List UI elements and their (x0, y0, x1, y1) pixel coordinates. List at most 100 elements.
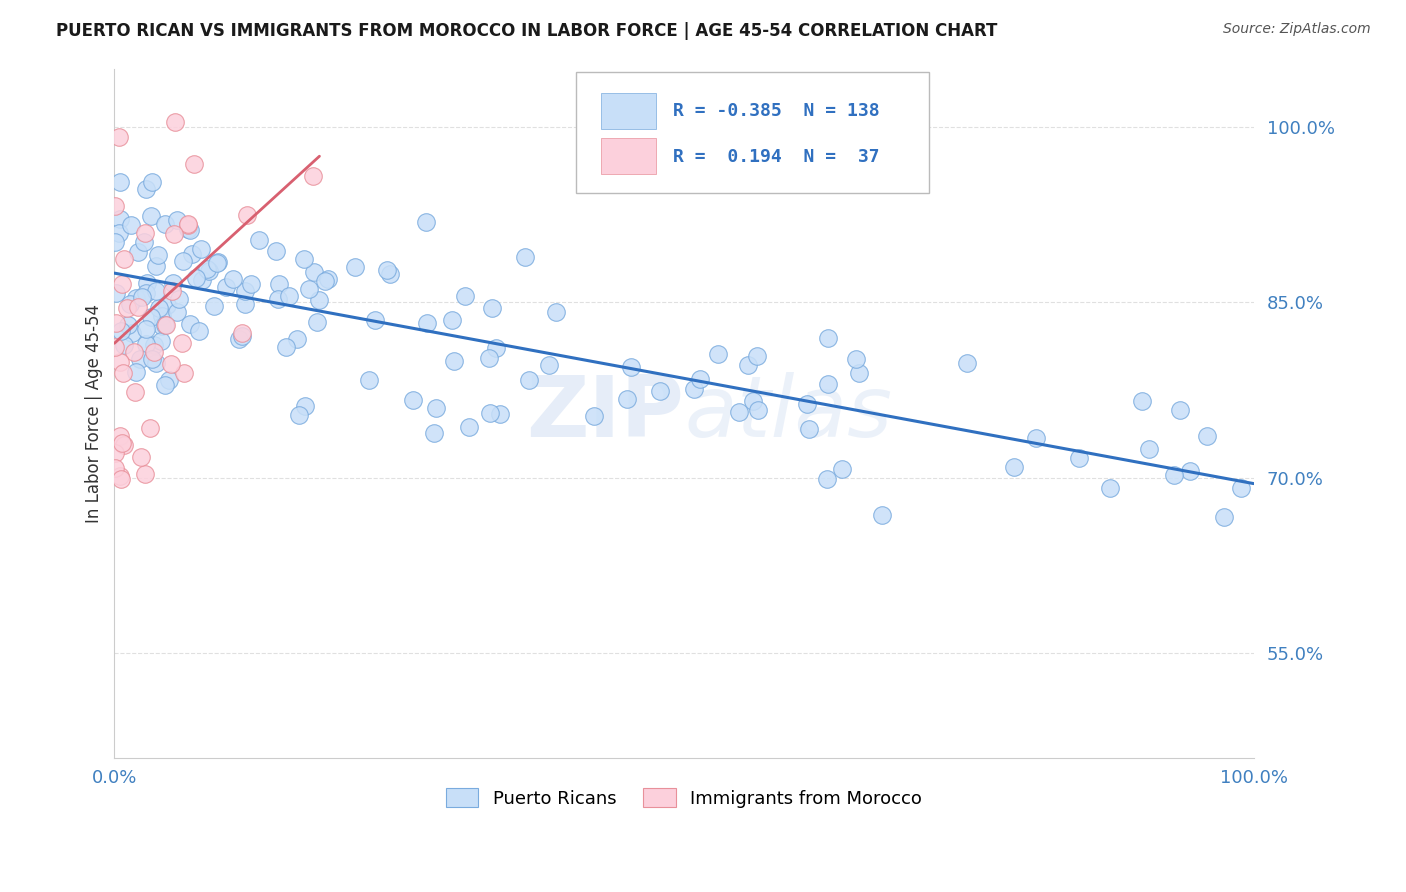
Point (139, 210, 162, 224)
Point (205, 255, 228, 269)
Point (247, 233, 270, 247)
Point (845, 351, 868, 366)
Point (183, 157, 205, 171)
Point (187, 325, 209, 339)
Point (956, 356, 979, 370)
Point (121, 326, 143, 340)
Point (139, 310, 162, 324)
Point (1025, 431, 1047, 445)
Text: R =  0.194  N =  37: R = 0.194 N = 37 (672, 148, 879, 166)
Point (235, 284, 257, 298)
Point (142, 338, 165, 352)
Point (108, 211, 131, 226)
Point (815, 471, 838, 485)
Point (294, 399, 316, 413)
Point (179, 223, 201, 237)
Point (104, 340, 127, 354)
Point (240, 277, 263, 291)
Point (454, 289, 477, 303)
Point (165, 115, 187, 129)
Point (276, 340, 298, 354)
Point (111, 277, 134, 292)
Point (288, 409, 311, 423)
Point (129, 351, 152, 366)
Point (267, 292, 290, 306)
Point (1163, 467, 1185, 482)
Point (166, 213, 188, 227)
Point (1098, 481, 1121, 495)
Point (517, 373, 540, 387)
Point (153, 217, 176, 231)
Point (135, 286, 157, 301)
Text: ZIP: ZIP (526, 372, 683, 455)
Point (797, 422, 820, 436)
Point (141, 351, 163, 366)
Point (156, 298, 179, 312)
FancyBboxPatch shape (600, 138, 655, 174)
Point (145, 356, 167, 370)
Point (1180, 464, 1202, 478)
Point (135, 182, 157, 196)
Point (292, 252, 315, 266)
Point (110, 472, 132, 486)
Point (110, 468, 132, 483)
Point (112, 438, 135, 452)
Point (148, 301, 170, 316)
Point (163, 227, 186, 242)
Point (125, 365, 148, 379)
Point (285, 332, 308, 346)
Point (181, 247, 204, 261)
Text: R = -0.385  N = 138: R = -0.385 N = 138 (672, 102, 879, 120)
Point (267, 277, 290, 292)
Point (160, 357, 183, 371)
Point (157, 373, 180, 387)
Point (110, 324, 132, 338)
Point (1230, 481, 1253, 495)
Point (423, 425, 446, 440)
Point (191, 273, 214, 287)
Point (112, 366, 135, 380)
Point (167, 292, 190, 306)
Point (104, 199, 127, 213)
Point (131, 290, 153, 304)
Point (146, 248, 169, 262)
Point (305, 316, 328, 330)
Point (143, 345, 166, 359)
Point (458, 420, 481, 434)
Point (129, 450, 152, 465)
Point (136, 276, 159, 290)
Point (488, 407, 510, 421)
Point (682, 382, 704, 396)
Point (278, 289, 301, 303)
Point (162, 276, 184, 290)
Point (316, 272, 339, 286)
Point (620, 360, 643, 375)
Point (747, 349, 769, 363)
Point (122, 344, 145, 359)
Point (402, 393, 425, 408)
Point (172, 253, 194, 268)
Point (228, 333, 250, 347)
Point (112, 252, 135, 267)
Point (359, 373, 381, 387)
Point (380, 267, 402, 281)
Point (415, 215, 437, 229)
Point (266, 244, 288, 259)
Point (689, 372, 711, 386)
Point (582, 409, 605, 424)
Point (145, 259, 167, 273)
Point (104, 460, 127, 475)
Point (1212, 510, 1234, 524)
Text: atlas: atlas (683, 372, 891, 455)
Point (184, 271, 207, 285)
Point (108, 175, 131, 189)
Point (513, 251, 536, 265)
Point (150, 319, 173, 334)
Point (817, 331, 839, 345)
Point (747, 403, 769, 417)
Point (302, 169, 325, 183)
Point (215, 280, 238, 294)
Point (105, 285, 128, 300)
Point (153, 318, 176, 333)
Point (172, 336, 194, 351)
